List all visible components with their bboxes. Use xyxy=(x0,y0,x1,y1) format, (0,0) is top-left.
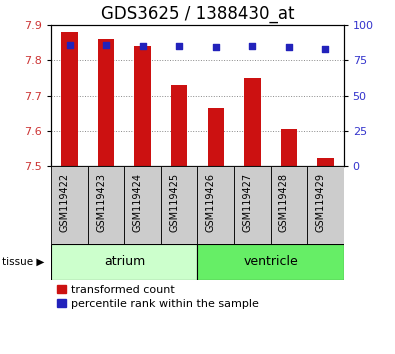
Bar xyxy=(198,166,234,244)
Point xyxy=(103,42,109,47)
Point xyxy=(213,45,219,50)
Bar xyxy=(51,244,198,280)
Text: GSM119422: GSM119422 xyxy=(60,173,70,232)
Point xyxy=(139,43,146,49)
Point xyxy=(176,43,182,49)
Bar xyxy=(161,166,198,244)
Bar xyxy=(271,166,307,244)
Bar xyxy=(317,158,334,166)
Title: GDS3625 / 1388430_at: GDS3625 / 1388430_at xyxy=(101,6,294,23)
Text: atrium: atrium xyxy=(104,256,145,268)
Bar xyxy=(280,129,297,166)
Bar xyxy=(124,166,161,244)
Point xyxy=(66,42,73,47)
Text: ventricle: ventricle xyxy=(243,256,298,268)
Legend: transformed count, percentile rank within the sample: transformed count, percentile rank withi… xyxy=(57,285,259,309)
Point xyxy=(322,46,329,52)
Text: GSM119429: GSM119429 xyxy=(315,173,325,232)
Bar xyxy=(171,85,188,166)
Bar xyxy=(134,46,151,166)
Bar xyxy=(98,39,115,166)
Bar xyxy=(207,108,224,166)
Point xyxy=(249,43,256,49)
Bar xyxy=(244,78,261,166)
Text: GSM119425: GSM119425 xyxy=(169,173,179,232)
Bar xyxy=(88,166,124,244)
Bar xyxy=(198,244,344,280)
Bar xyxy=(307,166,344,244)
Text: GSM119424: GSM119424 xyxy=(133,173,143,232)
Bar xyxy=(234,166,271,244)
Bar xyxy=(51,166,88,244)
Text: GSM119428: GSM119428 xyxy=(279,173,289,232)
Text: GSM119423: GSM119423 xyxy=(96,173,106,232)
Bar xyxy=(61,32,78,166)
Text: GSM119427: GSM119427 xyxy=(242,173,252,232)
Point xyxy=(286,45,292,50)
Text: GSM119426: GSM119426 xyxy=(206,173,216,232)
Text: tissue ▶: tissue ▶ xyxy=(2,257,44,267)
